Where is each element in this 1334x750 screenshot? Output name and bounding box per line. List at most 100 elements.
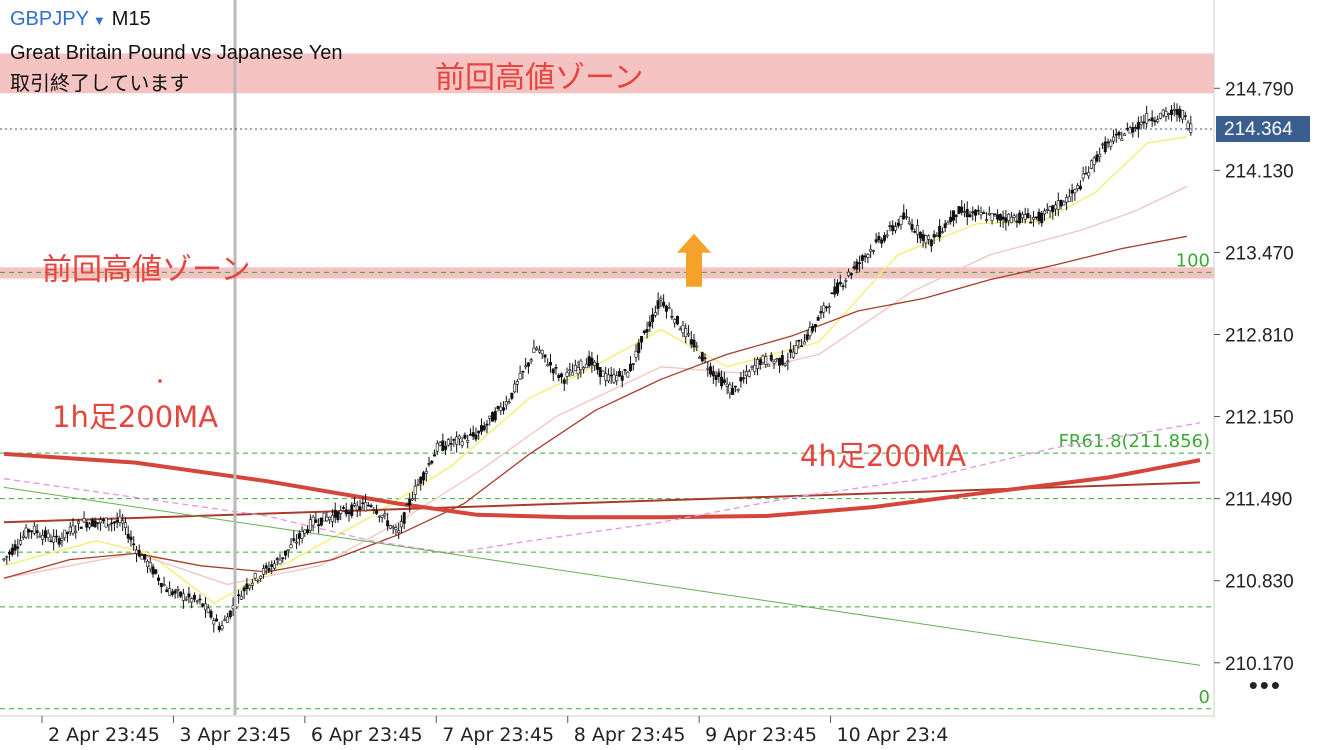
candle[interactable] bbox=[698, 355, 702, 359]
candle[interactable] bbox=[471, 425, 475, 441]
candle[interactable] bbox=[35, 523, 39, 539]
candle[interactable] bbox=[115, 512, 119, 529]
candle[interactable] bbox=[137, 544, 141, 558]
candle[interactable] bbox=[132, 536, 136, 551]
candle[interactable] bbox=[101, 517, 105, 524]
candle[interactable] bbox=[755, 356, 759, 376]
candle[interactable] bbox=[1158, 112, 1162, 120]
candle[interactable] bbox=[325, 511, 329, 522]
candle[interactable] bbox=[640, 335, 644, 350]
candle[interactable] bbox=[1186, 120, 1190, 131]
candle[interactable] bbox=[548, 354, 552, 373]
candle[interactable] bbox=[736, 388, 740, 393]
candle[interactable] bbox=[1145, 105, 1149, 129]
candle[interactable] bbox=[1134, 124, 1138, 132]
candle[interactable] bbox=[176, 585, 180, 599]
candle[interactable] bbox=[1089, 159, 1093, 170]
candle[interactable] bbox=[902, 204, 906, 221]
candle[interactable] bbox=[99, 516, 103, 531]
candle[interactable] bbox=[703, 353, 707, 364]
candle[interactable] bbox=[573, 359, 577, 372]
candle[interactable] bbox=[971, 206, 975, 221]
candle[interactable] bbox=[673, 318, 677, 328]
candle[interactable] bbox=[629, 355, 633, 372]
candle[interactable] bbox=[430, 460, 434, 465]
candle[interactable] bbox=[598, 367, 602, 385]
candle[interactable] bbox=[1189, 115, 1193, 136]
candle[interactable] bbox=[1048, 205, 1052, 219]
candle[interactable] bbox=[444, 441, 448, 456]
candle[interactable] bbox=[256, 578, 260, 584]
candle[interactable] bbox=[209, 609, 213, 620]
candle[interactable] bbox=[203, 597, 207, 618]
candle[interactable] bbox=[767, 363, 771, 367]
candle[interactable] bbox=[173, 588, 177, 599]
candle[interactable] bbox=[662, 294, 666, 309]
candle[interactable] bbox=[477, 430, 481, 440]
candle[interactable] bbox=[54, 529, 58, 543]
candle[interactable] bbox=[93, 517, 97, 528]
candle[interactable] bbox=[27, 528, 31, 539]
candle[interactable] bbox=[921, 229, 925, 248]
candle[interactable] bbox=[63, 529, 67, 541]
candle[interactable] bbox=[844, 278, 848, 289]
candle[interactable] bbox=[692, 333, 696, 352]
candle[interactable] bbox=[1037, 208, 1041, 225]
candle[interactable] bbox=[1142, 114, 1146, 130]
candle[interactable] bbox=[1023, 207, 1027, 224]
candle[interactable] bbox=[968, 211, 972, 218]
candle[interactable] bbox=[284, 550, 288, 560]
candle[interactable] bbox=[1164, 106, 1168, 122]
candle[interactable] bbox=[41, 529, 45, 546]
candle[interactable] bbox=[43, 526, 47, 542]
candle[interactable] bbox=[457, 434, 461, 446]
candle[interactable] bbox=[808, 321, 812, 340]
candle[interactable] bbox=[322, 512, 326, 522]
candle[interactable] bbox=[112, 520, 116, 531]
candle[interactable] bbox=[1045, 203, 1049, 214]
candle[interactable] bbox=[1117, 130, 1121, 140]
candle[interactable] bbox=[184, 596, 188, 602]
candle[interactable] bbox=[466, 434, 470, 449]
candle[interactable] bbox=[1026, 208, 1030, 219]
candle[interactable] bbox=[1020, 211, 1024, 224]
candle[interactable] bbox=[1004, 209, 1008, 231]
candle[interactable] bbox=[537, 345, 541, 354]
candle[interactable] bbox=[190, 597, 194, 609]
candle[interactable] bbox=[336, 510, 340, 523]
candle[interactable] bbox=[223, 615, 227, 622]
candle[interactable] bbox=[499, 402, 503, 415]
candle[interactable] bbox=[1161, 108, 1165, 118]
candle[interactable] bbox=[123, 517, 127, 535]
candle[interactable] bbox=[427, 456, 431, 467]
candle[interactable] bbox=[604, 366, 608, 387]
candle[interactable] bbox=[667, 302, 671, 310]
candle[interactable] bbox=[739, 372, 743, 388]
candle[interactable] bbox=[645, 321, 649, 339]
candle[interactable] bbox=[615, 371, 619, 386]
candle[interactable] bbox=[560, 372, 564, 384]
candle[interactable] bbox=[1076, 183, 1080, 192]
candle[interactable] bbox=[651, 307, 655, 329]
candle[interactable] bbox=[388, 524, 392, 530]
candle[interactable] bbox=[695, 341, 699, 352]
candle[interactable] bbox=[468, 428, 472, 436]
candle[interactable] bbox=[267, 561, 271, 573]
candle[interactable] bbox=[339, 505, 343, 521]
candle[interactable] bbox=[438, 440, 442, 447]
candle[interactable] bbox=[422, 470, 426, 486]
candle[interactable] bbox=[1106, 138, 1110, 149]
candle[interactable] bbox=[416, 478, 420, 487]
candle[interactable] bbox=[264, 562, 268, 575]
candle[interactable] bbox=[19, 532, 23, 546]
candle[interactable] bbox=[71, 518, 75, 536]
candle[interactable] bbox=[24, 524, 28, 540]
candle[interactable] bbox=[595, 354, 599, 375]
resistance-zone[interactable] bbox=[0, 53, 1214, 94]
candle[interactable] bbox=[532, 339, 536, 353]
candle[interactable] bbox=[502, 401, 506, 415]
candle[interactable] bbox=[1178, 105, 1182, 122]
candle[interactable] bbox=[281, 557, 285, 563]
candle[interactable] bbox=[380, 514, 384, 523]
candle[interactable] bbox=[311, 515, 315, 532]
